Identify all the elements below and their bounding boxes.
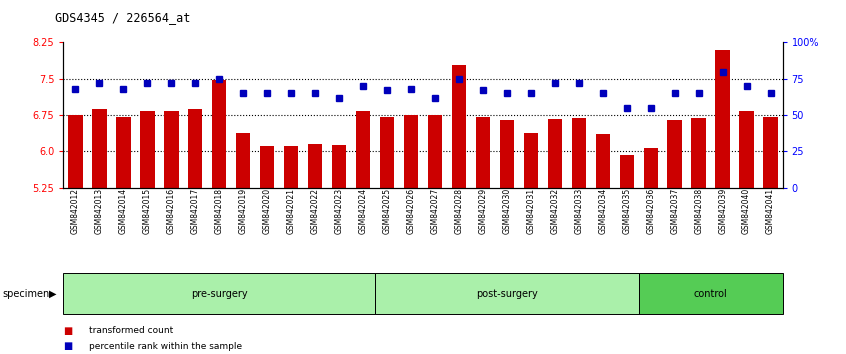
- Bar: [500, 120, 514, 354]
- Bar: [164, 111, 179, 354]
- Bar: [644, 148, 658, 354]
- Bar: [452, 65, 466, 354]
- Text: GSM842027: GSM842027: [431, 188, 439, 234]
- Text: GSM842018: GSM842018: [215, 188, 223, 234]
- Bar: [547, 119, 562, 354]
- Text: pre-surgery: pre-surgery: [191, 289, 248, 299]
- Bar: [140, 111, 155, 354]
- Bar: [69, 115, 83, 354]
- Bar: [667, 120, 682, 354]
- Text: GSM842013: GSM842013: [95, 188, 104, 234]
- Text: GSM842014: GSM842014: [119, 188, 128, 234]
- Text: GSM842032: GSM842032: [551, 188, 559, 234]
- Bar: [212, 80, 227, 354]
- Text: GSM842020: GSM842020: [263, 188, 272, 234]
- Text: GSM842012: GSM842012: [71, 188, 80, 234]
- Text: GSM842016: GSM842016: [167, 188, 176, 234]
- Text: GSM842030: GSM842030: [503, 188, 511, 234]
- Text: GDS4345 / 226564_at: GDS4345 / 226564_at: [55, 11, 190, 24]
- Text: GSM842022: GSM842022: [310, 188, 320, 234]
- Text: GSM842015: GSM842015: [143, 188, 151, 234]
- Text: GSM842028: GSM842028: [454, 188, 464, 234]
- Bar: [716, 50, 730, 354]
- Text: GSM842033: GSM842033: [574, 188, 583, 234]
- Text: ■: ■: [63, 341, 73, 351]
- Bar: [691, 119, 706, 354]
- Bar: [739, 111, 754, 354]
- Text: ▶: ▶: [49, 289, 56, 299]
- Text: GSM842021: GSM842021: [287, 188, 295, 234]
- Text: transformed count: transformed count: [89, 326, 173, 336]
- Bar: [619, 155, 634, 354]
- Text: GSM842041: GSM842041: [766, 188, 775, 234]
- Bar: [428, 115, 442, 354]
- Bar: [116, 116, 130, 354]
- Text: GSM842038: GSM842038: [695, 188, 703, 234]
- Text: specimen: specimen: [3, 289, 50, 299]
- Text: GSM842017: GSM842017: [191, 188, 200, 234]
- FancyBboxPatch shape: [63, 273, 375, 314]
- Bar: [92, 109, 107, 354]
- Text: GSM842034: GSM842034: [598, 188, 607, 234]
- Text: post-surgery: post-surgery: [476, 289, 538, 299]
- Bar: [188, 109, 202, 354]
- Bar: [572, 119, 586, 354]
- Bar: [284, 145, 299, 354]
- Text: GSM842040: GSM842040: [742, 188, 751, 234]
- Text: ■: ■: [63, 326, 73, 336]
- FancyBboxPatch shape: [375, 273, 639, 314]
- Text: GSM842024: GSM842024: [359, 188, 367, 234]
- Text: GSM842035: GSM842035: [623, 188, 631, 234]
- Text: GSM842029: GSM842029: [479, 188, 487, 234]
- Text: control: control: [694, 289, 728, 299]
- Bar: [260, 145, 274, 354]
- Bar: [404, 115, 418, 354]
- Text: percentile rank within the sample: percentile rank within the sample: [89, 342, 242, 351]
- Bar: [332, 145, 346, 354]
- Bar: [524, 133, 538, 354]
- FancyBboxPatch shape: [639, 273, 783, 314]
- Text: GSM842025: GSM842025: [382, 188, 392, 234]
- Text: GSM842031: GSM842031: [526, 188, 536, 234]
- Text: GSM842037: GSM842037: [670, 188, 679, 234]
- Bar: [308, 144, 322, 354]
- Text: GSM842039: GSM842039: [718, 188, 727, 234]
- Bar: [356, 111, 371, 354]
- Bar: [475, 118, 490, 354]
- Text: GSM842019: GSM842019: [239, 188, 248, 234]
- Bar: [596, 135, 610, 354]
- Text: GSM842023: GSM842023: [335, 188, 343, 234]
- Bar: [763, 118, 777, 354]
- Bar: [236, 133, 250, 354]
- Text: GSM842036: GSM842036: [646, 188, 655, 234]
- Bar: [380, 116, 394, 354]
- Text: GSM842026: GSM842026: [407, 188, 415, 234]
